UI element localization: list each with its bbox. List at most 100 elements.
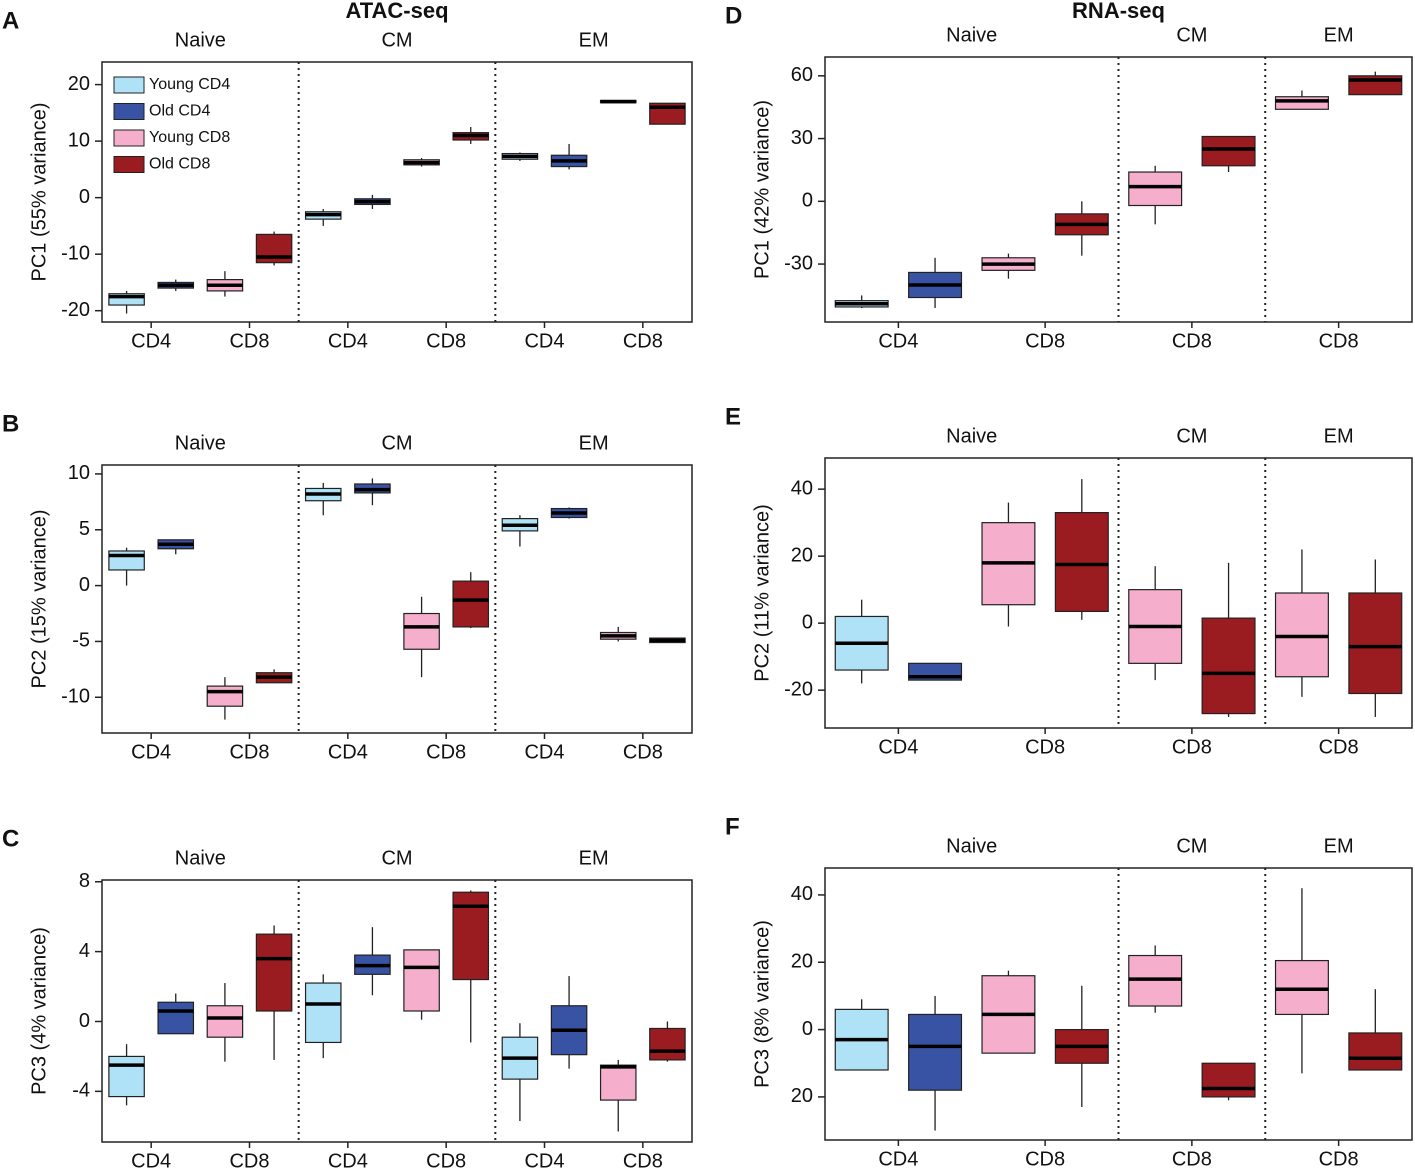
plot-frame [101, 464, 693, 734]
group-label: Naive [946, 835, 997, 857]
x-tick-label: CD4 [878, 1148, 918, 1170]
y-tick-label: -10 [61, 686, 90, 708]
x-tick-label: CD8 [623, 741, 663, 763]
panel-letter: D [725, 2, 742, 29]
box [403, 612, 440, 650]
x-tick-label: CD8 [1172, 330, 1212, 352]
plot-frame [824, 867, 1413, 1141]
box [206, 1005, 244, 1038]
y-axis-label: PC2 (11% variance) [751, 504, 773, 681]
x-tick-label: CD8 [1172, 736, 1212, 758]
y-tick-label: 0 [802, 611, 813, 633]
group-label: Naive [946, 425, 997, 447]
x-tick-label: CD8 [1319, 330, 1359, 352]
x-tick-label: CD4 [131, 1150, 171, 1172]
box [1201, 1062, 1256, 1098]
x-tick-label: CD8 [426, 1150, 466, 1172]
box [452, 580, 490, 628]
box [108, 293, 145, 306]
plot-frame [101, 879, 693, 1143]
x-tick-label: CD8 [426, 330, 466, 352]
y-axis-label: PC3 (8% variance) [751, 920, 773, 1088]
group-label: Naive [175, 432, 226, 454]
y-tick-label: 20 [68, 73, 90, 95]
group-label: EM [1324, 835, 1354, 857]
y-tick-label: 0 [79, 574, 90, 596]
plot-frame [824, 56, 1413, 323]
x-tick-label: CD8 [1025, 736, 1065, 758]
box [108, 1055, 145, 1098]
group-label: CM [381, 29, 412, 51]
group-label: Naive [175, 847, 226, 869]
legend-label: Old CD8 [149, 156, 210, 173]
y-axis-label: PC1 (55% variance) [28, 103, 50, 282]
y-tick-label: 4 [79, 940, 90, 962]
x-tick-label: CD4 [328, 330, 368, 352]
box [1348, 1032, 1403, 1071]
x-tick-label: CD4 [524, 741, 564, 763]
group-label: EM [1324, 24, 1354, 46]
y-tick-label: 0 [802, 190, 813, 212]
x-tick-label: CD4 [524, 1150, 564, 1172]
y-tick-label: 40 [791, 883, 813, 905]
x-tick-label: CD8 [1172, 1148, 1212, 1170]
plot-frame [101, 61, 693, 323]
x-tick-label: CD8 [229, 1150, 269, 1172]
y-tick-label: 0 [79, 186, 90, 208]
y-tick-label: 20 [791, 1085, 813, 1107]
y-tick-label: 0 [802, 1018, 813, 1040]
legend-swatch [113, 103, 145, 120]
group-label: EM [579, 29, 609, 51]
y-tick-label: 10 [68, 462, 90, 484]
x-tick-label: CD4 [131, 330, 171, 352]
box [908, 1013, 963, 1091]
legend-swatch [113, 129, 145, 147]
box [206, 685, 244, 707]
x-tick-label: CD8 [1025, 1148, 1065, 1170]
y-tick-label: 8 [79, 870, 90, 892]
x-tick-label: CD8 [426, 741, 466, 763]
panel-letter: A [2, 7, 19, 34]
x-tick-label: CD8 [229, 330, 269, 352]
y-tick-label: -5 [72, 630, 90, 652]
legend-label: Young CD8 [149, 129, 230, 146]
group-label: CM [1176, 24, 1207, 46]
y-tick-label: -10 [61, 242, 90, 264]
y-axis-label: PC1 (42% variance) [751, 100, 773, 279]
box [1054, 512, 1109, 613]
box [1201, 617, 1256, 715]
panel-letter: C [2, 825, 19, 852]
column-title: RNA-seq [1072, 0, 1165, 23]
box [1274, 96, 1329, 110]
group-label: EM [1324, 425, 1354, 447]
y-tick-label: 5 [79, 518, 90, 540]
legend-label: Young CD4 [149, 76, 230, 93]
panel-letter: F [725, 813, 740, 840]
y-tick-label: -20 [61, 299, 90, 321]
panel-letter: B [2, 410, 19, 437]
y-tick-label: 30 [791, 127, 813, 149]
x-tick-label: CD4 [524, 330, 564, 352]
group-label: CM [381, 432, 412, 454]
x-tick-label: CD8 [1319, 1148, 1359, 1170]
group-label: CM [381, 847, 412, 869]
box [1128, 171, 1183, 207]
y-tick-label: -20 [784, 678, 813, 700]
y-tick-label: 20 [791, 951, 813, 973]
y-tick-label: -30 [784, 252, 813, 274]
x-tick-label: CD8 [623, 330, 663, 352]
x-tick-label: CD4 [878, 330, 918, 352]
y-tick-label: 0 [79, 1010, 90, 1032]
box [255, 933, 293, 1012]
group-label: Naive [175, 29, 226, 51]
panel-letter: E [725, 403, 741, 430]
x-tick-label: CD4 [328, 1150, 368, 1172]
box [157, 1001, 195, 1035]
x-tick-label: CD8 [1025, 330, 1065, 352]
group-label: EM [579, 847, 609, 869]
plot-frame [824, 457, 1413, 729]
y-tick-label: 10 [68, 129, 90, 151]
group-label: Naive [946, 24, 997, 46]
box [304, 982, 342, 1044]
